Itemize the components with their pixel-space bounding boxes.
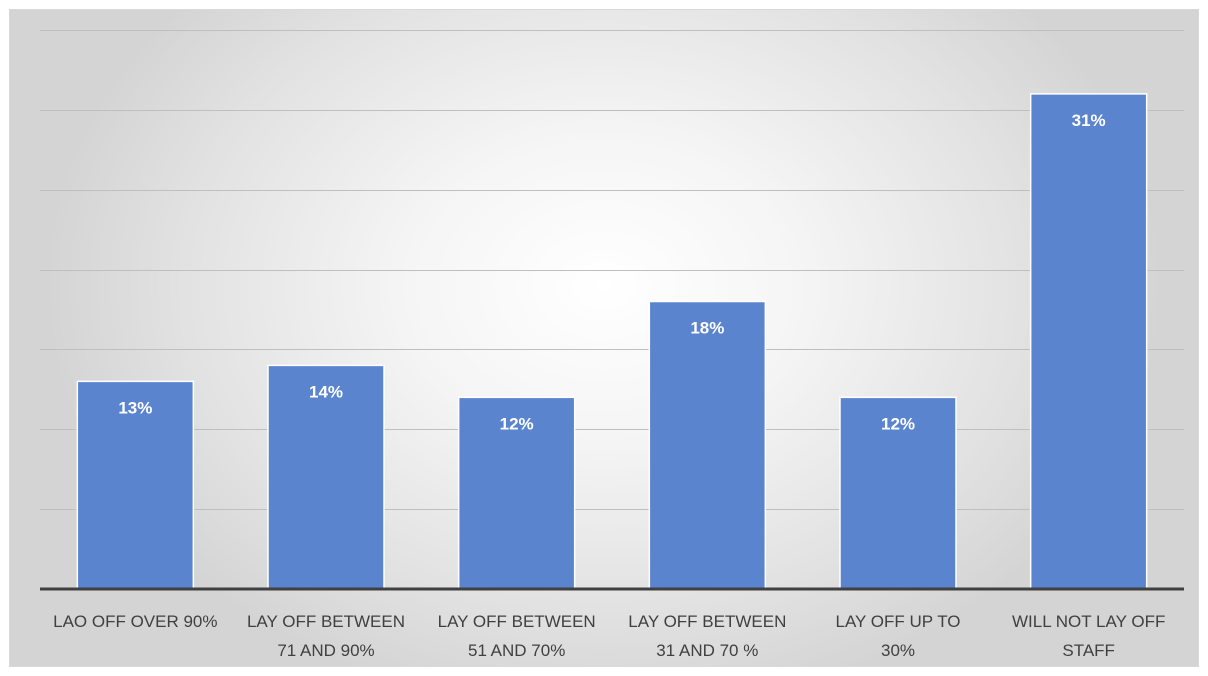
bar-chart: 13% 14% 12% 18% 12% 31% LAO OFF OVER 90% LAY O… bbox=[40, 30, 1184, 660]
data-label: 13% bbox=[118, 398, 152, 417]
x-tick-label: LAY OFF BETWEEN 51 AND 70% bbox=[438, 612, 596, 660]
x-tick-label: LAY OFF UP TO 30% bbox=[835, 612, 960, 660]
chart-area: 13% 14% 12% 18% 12% 31% LAO OFF OVER 90% LAY O… bbox=[9, 9, 1199, 667]
x-tick-label: LAY OFF BETWEEN 71 AND 90% bbox=[247, 612, 405, 660]
bar bbox=[839, 396, 957, 590]
x-tick-label: LAO OFF OVER 90% bbox=[53, 612, 217, 631]
data-label: 12% bbox=[500, 414, 534, 433]
data-label: 31% bbox=[1072, 111, 1106, 130]
x-tick-labels: LAO OFF OVER 90% LAY OFF BETWEEN 71 AND 90… bbox=[53, 612, 1165, 660]
x-tick-label: WILL NOT LAY OFF STAFF bbox=[1012, 612, 1165, 660]
gridlines bbox=[40, 30, 1184, 510]
x-tick-label: LAY OFF BETWEEN 31 AND 70 % bbox=[628, 612, 786, 660]
data-label: 14% bbox=[309, 382, 343, 401]
bar bbox=[457, 396, 576, 590]
data-labels: 13% 14% 12% 18% 12% 31% bbox=[118, 111, 1105, 433]
bars bbox=[76, 93, 1148, 590]
bar bbox=[267, 364, 385, 590]
data-label: 18% bbox=[690, 319, 724, 338]
bar bbox=[648, 300, 767, 590]
bar bbox=[1029, 93, 1148, 590]
data-label: 12% bbox=[881, 414, 915, 433]
